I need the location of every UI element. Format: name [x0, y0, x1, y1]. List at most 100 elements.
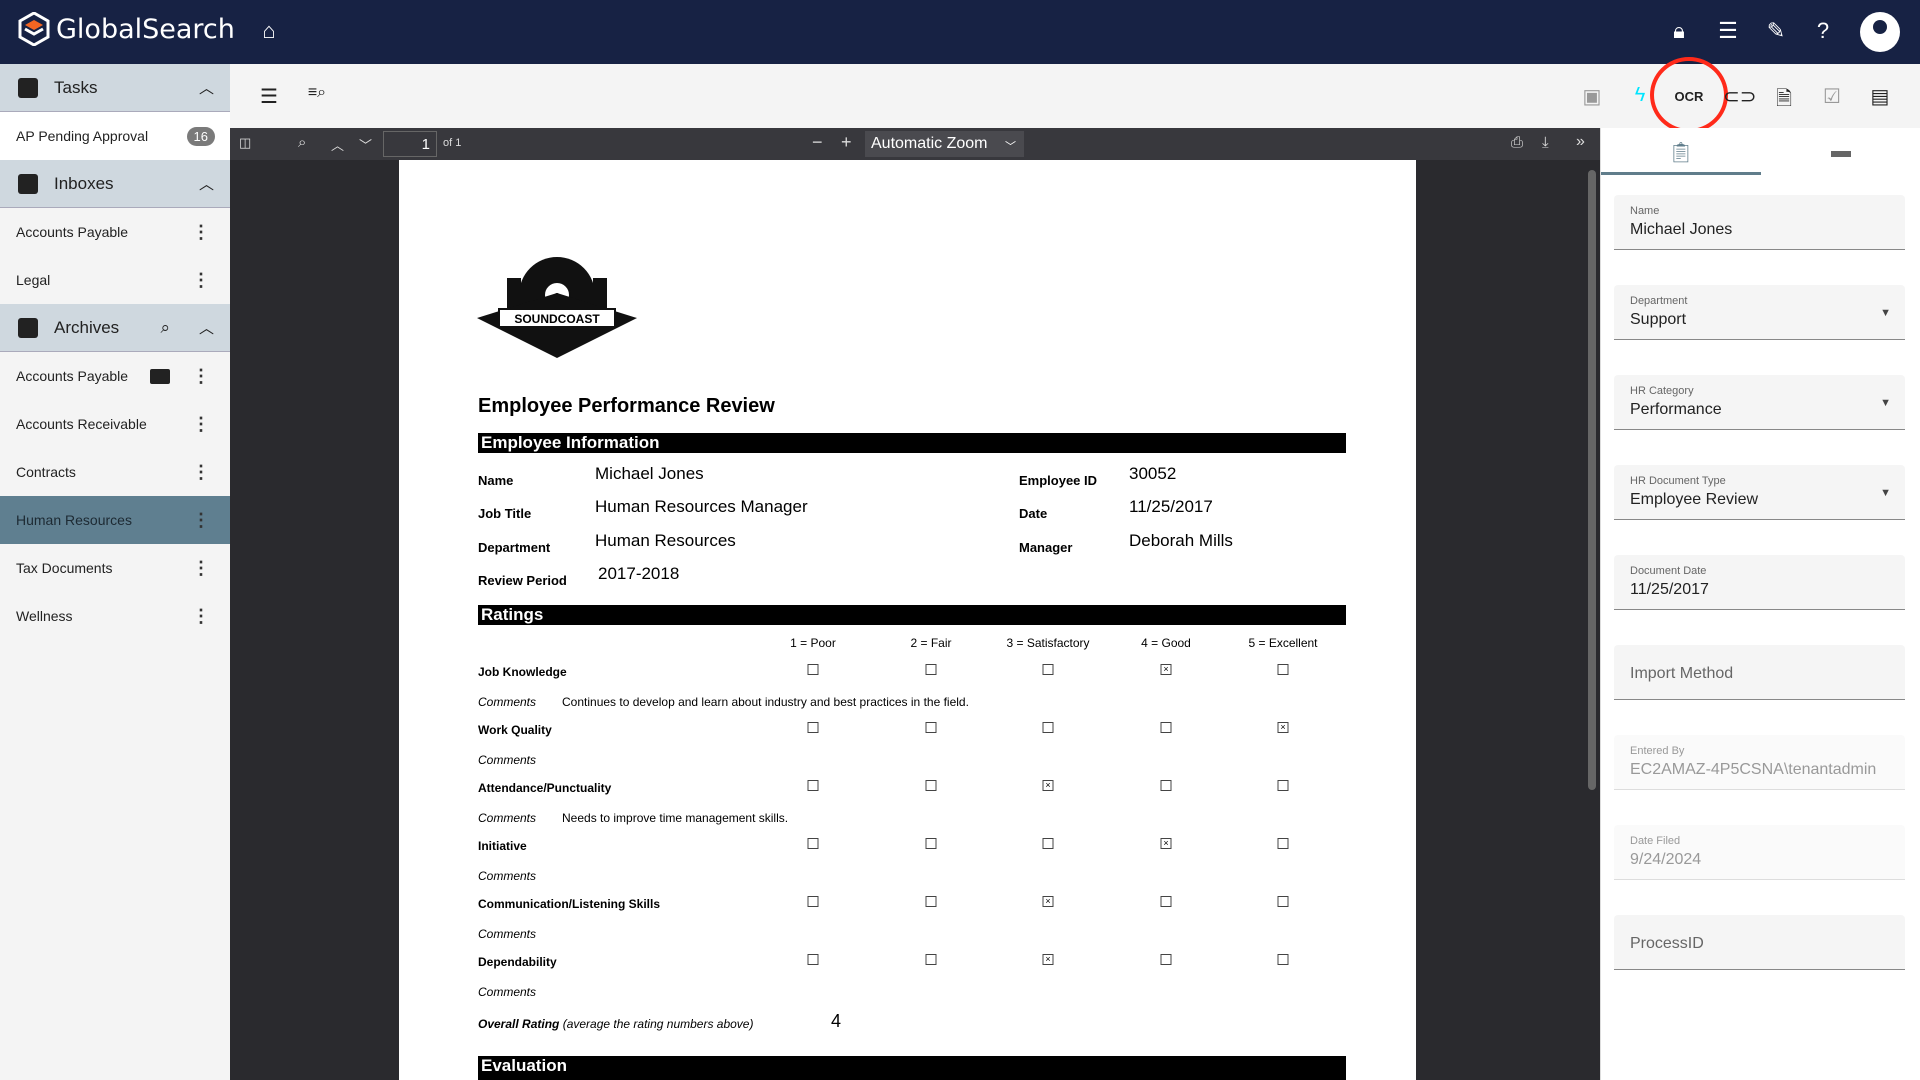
field-value: Performance — [1630, 401, 1722, 418]
lightning-icon[interactable]: ϟ — [1634, 84, 1646, 106]
chevron-up-icon[interactable]: ︿ — [198, 320, 214, 337]
document-search-icon[interactable]: 🗎 — [1775, 88, 1793, 110]
rating-checkbox[interactable] — [925, 780, 937, 791]
more-icon[interactable]: ⋮ — [192, 269, 210, 290]
rating-checkbox[interactable]: × — [1160, 838, 1172, 849]
previous-page-icon[interactable]: ︿ — [331, 138, 345, 153]
tasks-header[interactable]: Tasks ︿ — [0, 64, 230, 112]
rating-checkbox[interactable] — [925, 896, 937, 907]
archives-header[interactable]: Archives ⌕ ︿ — [0, 304, 230, 352]
tab-properties[interactable]: 📋︎ — [1601, 128, 1761, 175]
info-value: Michael Jones — [595, 464, 704, 483]
sidebar-item-contracts[interactable]: Contracts ⋮ — [0, 448, 230, 496]
sidebar-item-archive-accounts-payable[interactable]: Accounts Payable ⋮ — [0, 352, 230, 400]
rating-checkbox[interactable]: × — [1160, 664, 1172, 675]
rating-checkbox[interactable] — [1160, 896, 1172, 907]
rating-checkbox[interactable] — [925, 954, 937, 965]
rating-checkbox[interactable] — [807, 780, 819, 791]
sidebar-item-tax-documents[interactable]: Tax Documents ⋮ — [0, 544, 230, 592]
print-icon[interactable]: ⎙ — [1511, 134, 1524, 151]
lock-icon[interactable]: 🔒︎ — [1673, 18, 1685, 43]
search-list-icon[interactable]: ≡⌕ — [307, 84, 327, 101]
page-number-input[interactable]: 1 — [383, 131, 437, 157]
sidebar-item-inbox-accounts-payable[interactable]: Accounts Payable ⋮ — [0, 208, 230, 256]
more-icon[interactable]: ⋮ — [192, 509, 210, 530]
more-icon[interactable]: ⋮ — [192, 365, 210, 386]
field-department[interactable]: Department Support ▼ — [1614, 285, 1905, 340]
rating-checkbox[interactable] — [1160, 780, 1172, 791]
info-value: Human Resources Manager — [595, 497, 808, 516]
more-icon[interactable]: ⋮ — [192, 413, 210, 434]
rating-checkbox[interactable] — [807, 722, 819, 733]
item-label: Accounts Payable — [16, 224, 129, 240]
zoom-in-button[interactable]: + — [841, 132, 852, 152]
rating-checkbox[interactable] — [1277, 838, 1289, 849]
rating-checkbox[interactable] — [925, 838, 937, 849]
field-document-date[interactable]: Document Date 11/25/2017 — [1614, 555, 1905, 610]
archive-icon — [18, 317, 38, 338]
next-page-icon[interactable]: ﹀ — [359, 138, 373, 153]
more-icon[interactable]: ⋮ — [192, 221, 210, 242]
chevron-up-icon[interactable]: ︿ — [198, 176, 214, 193]
rating-checkbox[interactable]: × — [1042, 896, 1054, 907]
sidebar-item-ap-pending-approval[interactable]: AP Pending Approval 16 — [0, 112, 230, 160]
sidebar-toggle-icon[interactable]: ◫ — [239, 135, 252, 150]
zoom-value: Automatic Zoom — [871, 135, 988, 152]
scrollbar[interactable] — [1588, 170, 1596, 790]
sidebar-item-wellness[interactable]: Wellness ⋮ — [0, 592, 230, 640]
comments-label: Comments — [478, 869, 537, 883]
rating-checkbox[interactable] — [1042, 664, 1054, 675]
field-import-method[interactable]: Import Method — [1614, 645, 1905, 700]
avatar-icon[interactable] — [1860, 12, 1900, 52]
rating-checkbox[interactable] — [925, 722, 937, 733]
rating-checkbox[interactable] — [1277, 780, 1289, 791]
download-icon[interactable]: ⤓ — [1542, 134, 1549, 151]
find-icon[interactable]: ⌕ — [298, 134, 307, 151]
rating-checkbox[interactable] — [1160, 722, 1172, 733]
link-icon[interactable]: ⊂⊃ — [1723, 86, 1757, 108]
app-logo[interactable]: GlobalSearch — [18, 12, 235, 46]
rating-checkbox[interactable] — [1160, 954, 1172, 965]
rating-checkbox[interactable] — [925, 664, 937, 675]
rating-checkbox[interactable] — [1042, 838, 1054, 849]
rating-checkbox[interactable] — [1277, 954, 1289, 965]
storage-icon[interactable]: ☰ — [1718, 18, 1738, 43]
field-name[interactable]: Name Michael Jones — [1614, 195, 1905, 250]
rating-checkbox[interactable] — [807, 954, 819, 965]
rating-checkbox[interactable] — [1277, 664, 1289, 675]
field-processid[interactable]: ProcessID — [1614, 915, 1905, 970]
inboxes-header[interactable]: Inboxes ︿ — [0, 160, 230, 208]
sidebar-item-human-resources[interactable]: Human Resources ⋮ — [0, 496, 230, 544]
rating-checkbox[interactable] — [807, 664, 819, 675]
save-icon[interactable]: ▣ — [1582, 86, 1602, 108]
search-icon[interactable]: ⌕ — [160, 317, 170, 337]
home-icon[interactable]: ⌂ — [262, 18, 276, 43]
tab-folder[interactable]: ▬ — [1761, 128, 1920, 175]
rating-checkbox[interactable] — [807, 896, 819, 907]
field-hr-document-type[interactable]: HR Document Type Employee Review ▼ — [1614, 465, 1905, 520]
menu-icon[interactable]: ☰ — [260, 86, 278, 108]
more-icon[interactable]: ⋮ — [192, 605, 210, 626]
more-icon[interactable]: ⋮ — [192, 461, 210, 482]
rating-checkbox[interactable] — [1277, 896, 1289, 907]
help-icon[interactable]: ? — [1816, 18, 1830, 43]
rating-checkbox[interactable] — [1042, 722, 1054, 733]
rating-checkbox[interactable]: × — [1042, 780, 1054, 791]
field-label: HR Document Type — [1630, 475, 1726, 487]
more-tools-icon[interactable]: » — [1576, 133, 1585, 150]
zoom-select[interactable]: Automatic Zoom ﹀ — [865, 131, 1024, 157]
clipboard-check-icon[interactable]: ☑ — [1823, 86, 1841, 108]
rating-checkbox[interactable]: × — [1277, 722, 1289, 733]
feedback-icon[interactable]: ✎ — [1766, 18, 1786, 43]
dropdown-arrow-icon: ▼ — [1880, 307, 1891, 319]
rating-checkbox[interactable] — [807, 838, 819, 849]
rating-checkbox[interactable]: × — [1042, 954, 1054, 965]
zoom-out-button[interactable]: − — [812, 132, 823, 152]
app-title: GlobalSearch — [56, 13, 235, 45]
field-hr-category[interactable]: HR Category Performance ▼ — [1614, 375, 1905, 430]
chevron-up-icon[interactable]: ︿ — [198, 80, 214, 97]
panel-toggle-icon[interactable]: ▤ — [1870, 86, 1890, 108]
more-icon[interactable]: ⋮ — [192, 557, 210, 578]
sidebar-item-legal[interactable]: Legal ⋮ — [0, 256, 230, 304]
sidebar-item-accounts-receivable[interactable]: Accounts Receivable ⋮ — [0, 400, 230, 448]
